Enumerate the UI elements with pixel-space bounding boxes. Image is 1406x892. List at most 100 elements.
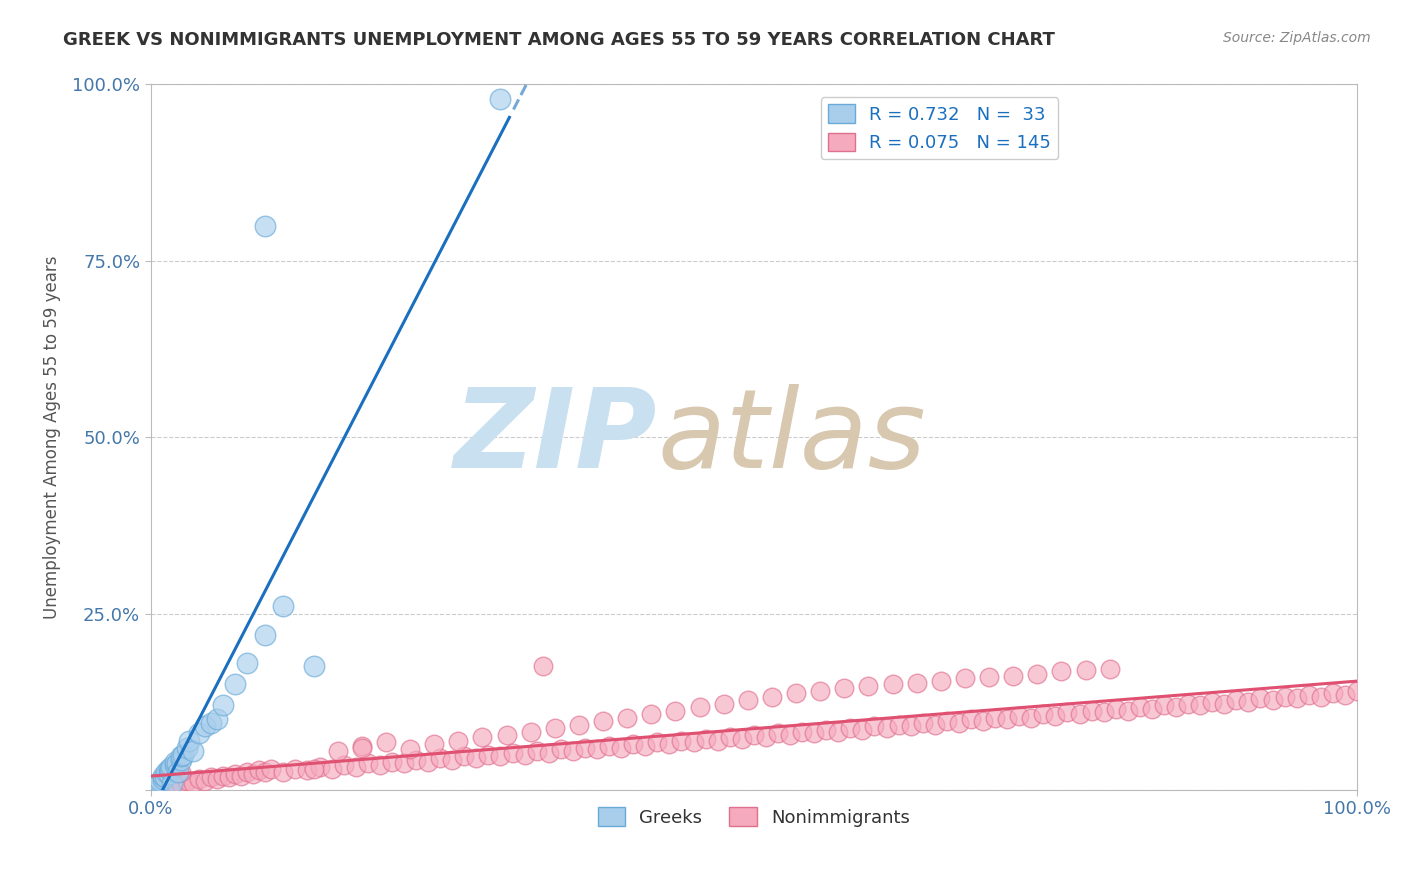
Point	[1237, 695, 1260, 709]
Point	[157, 762, 180, 776]
Point	[766, 726, 789, 740]
Point	[149, 774, 172, 789]
Point	[1002, 668, 1025, 682]
Point	[350, 739, 373, 754]
Point	[586, 742, 609, 756]
Point	[212, 698, 235, 713]
Point	[647, 735, 669, 749]
Point	[368, 758, 391, 772]
Text: atlas: atlas	[658, 384, 927, 491]
Point	[1213, 697, 1236, 711]
Point	[513, 747, 536, 762]
Point	[887, 718, 910, 732]
Point	[832, 681, 855, 695]
Point	[827, 725, 849, 739]
Point	[145, 780, 167, 794]
Point	[148, 776, 170, 790]
Point	[381, 755, 404, 769]
Point	[682, 735, 704, 749]
Point	[1105, 702, 1128, 716]
Point	[1056, 706, 1078, 720]
Point	[350, 740, 373, 755]
Point	[519, 725, 541, 739]
Point	[929, 673, 952, 688]
Point	[145, 778, 167, 792]
Point	[229, 769, 252, 783]
Point	[924, 718, 946, 732]
Point	[155, 765, 177, 780]
Point	[839, 721, 862, 735]
Point	[1201, 695, 1223, 709]
Point	[658, 737, 681, 751]
Point	[326, 744, 349, 758]
Point	[308, 760, 330, 774]
Point	[640, 706, 662, 721]
Point	[1285, 691, 1308, 706]
Point	[247, 763, 270, 777]
Point	[332, 758, 354, 772]
Point	[1026, 666, 1049, 681]
Point	[284, 762, 307, 776]
Point	[984, 711, 1007, 725]
Point	[145, 780, 167, 794]
Point	[592, 714, 614, 728]
Point	[1019, 711, 1042, 725]
Point	[224, 677, 246, 691]
Point	[905, 675, 928, 690]
Point	[664, 704, 686, 718]
Point	[321, 762, 343, 776]
Point	[254, 765, 277, 780]
Point	[598, 739, 620, 754]
Point	[1261, 692, 1284, 706]
Point	[453, 749, 475, 764]
Point	[911, 715, 934, 730]
Point	[1098, 662, 1121, 676]
Point	[1274, 690, 1296, 704]
Y-axis label: Unemployment Among Ages 55 to 59 years: Unemployment Among Ages 55 to 59 years	[44, 255, 60, 619]
Point	[152, 772, 174, 787]
Point	[166, 756, 188, 771]
Point	[160, 760, 183, 774]
Point	[574, 740, 596, 755]
Point	[273, 765, 295, 780]
Point	[742, 728, 765, 742]
Point	[416, 755, 439, 769]
Point	[803, 726, 825, 740]
Point	[1322, 685, 1344, 699]
Point	[254, 628, 277, 642]
Point	[1092, 706, 1115, 720]
Point	[900, 719, 922, 733]
Point	[218, 770, 240, 784]
Point	[157, 767, 180, 781]
Point	[254, 219, 277, 233]
Point	[441, 753, 464, 767]
Point	[163, 755, 186, 769]
Point	[172, 747, 194, 762]
Text: Source: ZipAtlas.com: Source: ZipAtlas.com	[1223, 31, 1371, 45]
Point	[718, 730, 741, 744]
Point	[790, 725, 813, 739]
Point	[1177, 697, 1199, 711]
Point	[465, 751, 488, 765]
Point	[568, 718, 591, 732]
Point	[170, 777, 193, 791]
Point	[357, 756, 380, 771]
Point	[153, 770, 176, 784]
Point	[170, 765, 193, 780]
Point	[671, 733, 693, 747]
Point	[212, 769, 235, 783]
Point	[977, 670, 1000, 684]
Point	[1032, 706, 1054, 721]
Point	[858, 679, 880, 693]
Point	[689, 699, 711, 714]
Point	[544, 721, 567, 735]
Point	[863, 719, 886, 733]
Point	[477, 747, 499, 762]
Point	[179, 733, 201, 747]
Point	[167, 765, 190, 780]
Point	[302, 762, 325, 776]
Point	[948, 715, 970, 730]
Point	[181, 744, 204, 758]
Point	[526, 744, 548, 758]
Point	[152, 777, 174, 791]
